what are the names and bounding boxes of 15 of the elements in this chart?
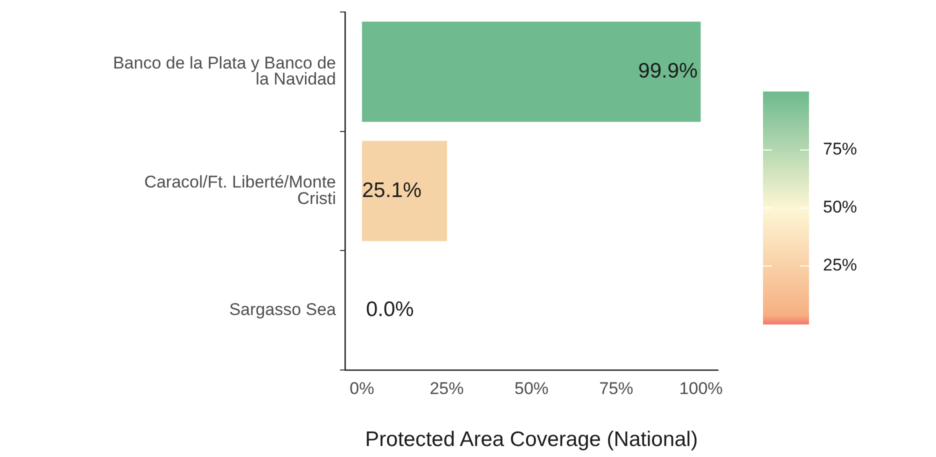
x-axis-title: Protected Area Coverage (National): [365, 428, 698, 452]
data-label: 25.1%: [362, 178, 422, 202]
x-tick-label: 100%: [679, 378, 723, 398]
y-tick-label: Banco de la Plata y Banco de la Navidad: [112, 53, 336, 88]
x-tick-label: 50%: [514, 378, 549, 398]
data-label: 99.9%: [638, 60, 698, 83]
y-tick-label: Sargasso Sea: [229, 300, 337, 320]
y-tick-label: Caracol/Ft. Liberté/Monte Cristi: [144, 172, 336, 208]
x-tick-label: 75%: [599, 378, 634, 398]
color-bar-label: 25%: [823, 256, 858, 275]
color-bar-label: 50%: [823, 198, 858, 217]
x-tick-label: 0%: [350, 378, 374, 398]
color-bar-label: 75%: [823, 140, 858, 159]
data-label: 0.0%: [366, 298, 414, 322]
x-tick-label: 25%: [430, 378, 464, 398]
